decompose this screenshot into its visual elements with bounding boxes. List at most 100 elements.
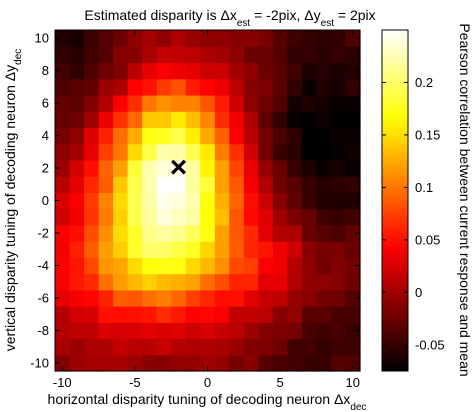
heatmap-cell [142, 306, 158, 323]
heatmap-cell [229, 30, 245, 47]
heatmap-cell [316, 241, 332, 258]
heatmap-cell [156, 111, 172, 129]
heatmap-cell [171, 306, 187, 323]
heatmap-cell [142, 289, 158, 307]
heatmap-cell [185, 192, 201, 210]
heatmap-cell [287, 257, 303, 275]
heatmap-cell [330, 354, 347, 372]
heatmap-cell [243, 111, 259, 129]
heatmap-cell [185, 78, 201, 96]
heatmap-cell [84, 306, 100, 323]
y-tick-label: -2 [37, 225, 49, 240]
heatmap-cell [55, 241, 71, 258]
heatmap-cell [214, 208, 230, 226]
heatmap-cell [55, 354, 71, 372]
heatmap-cell [214, 273, 230, 291]
heatmap-cell [55, 322, 71, 340]
heatmap-cell [316, 338, 332, 356]
heatmap-cell [287, 273, 303, 291]
heatmap-cell [258, 192, 274, 210]
heatmap-cell [301, 241, 318, 258]
heatmap-cells: × [55, 30, 361, 372]
heatmap-cell [156, 208, 172, 226]
heatmap-cell [156, 127, 172, 145]
heatmap-cell [55, 111, 71, 129]
heatmap-cell [345, 159, 361, 177]
heatmap-cell [98, 62, 114, 80]
heatmap-cell [200, 62, 216, 80]
heatmap-cell [185, 30, 201, 47]
heatmap-cell [287, 78, 303, 96]
heatmap-cell [229, 273, 245, 291]
heatmap-cell [272, 208, 288, 226]
heatmap-cell [185, 322, 201, 340]
heatmap-cell [330, 127, 347, 145]
heatmap-cell [316, 78, 332, 96]
heatmap-cell [142, 257, 158, 275]
heatmap-cell [98, 127, 114, 145]
heatmap-cell [345, 224, 361, 242]
heatmap-cell [316, 322, 332, 340]
heatmap-cell [229, 208, 245, 226]
heatmap-cell [84, 111, 100, 129]
heatmap-cell [272, 159, 288, 177]
heatmap-cell [214, 241, 230, 258]
heatmap-cell [156, 30, 172, 47]
heatmap-cell [272, 46, 288, 64]
heatmap-cell [156, 62, 172, 80]
heatmap-cell [69, 127, 85, 145]
heatmap-cell [345, 273, 361, 291]
heatmap-cell [229, 78, 245, 96]
heatmap-cell [142, 338, 158, 356]
heatmap-cell [301, 30, 318, 47]
heatmap-cell [214, 224, 230, 242]
heatmap-cell [113, 306, 129, 323]
heatmap-cell [301, 354, 318, 372]
heatmap-cell [113, 111, 129, 129]
heatmap-cell [171, 30, 187, 47]
colorbar [381, 29, 409, 372]
heatmap-cell [156, 46, 172, 64]
heatmap-cell [330, 78, 347, 96]
y-tick-label: -4 [37, 258, 49, 273]
heatmap-cell [301, 78, 318, 96]
heatmap-cell [98, 46, 114, 64]
heatmap-cell [84, 94, 100, 112]
heatmap-cell [316, 306, 332, 323]
heatmap-cell [113, 322, 129, 340]
heatmap-cell [345, 30, 361, 47]
heatmap-cell [316, 289, 332, 307]
heatmap-cell [171, 143, 187, 161]
heatmap-cell [330, 30, 347, 47]
heatmap-cell [113, 127, 129, 145]
heatmap-cell [200, 46, 216, 64]
y-tick-label: 4 [42, 128, 49, 143]
heatmap-cell [84, 241, 100, 258]
heatmap-cell [229, 306, 245, 323]
heatmap-cell [214, 62, 230, 80]
heatmap-cell [301, 224, 318, 242]
heatmap-cell [156, 306, 172, 323]
heatmap-cell [316, 127, 332, 145]
heatmap-cell [127, 241, 143, 258]
colorbar-ticks: -0.05 0 0.05 0.1 0.15 0.2 [382, 75, 445, 352]
heatmap-cell [287, 143, 303, 161]
heatmap-cell [171, 208, 187, 226]
heatmap-cell [69, 78, 85, 96]
heatmap-cell [345, 257, 361, 275]
heatmap-cell [229, 289, 245, 307]
heatmap-cell [258, 111, 274, 129]
heatmap-cell [345, 354, 361, 372]
heatmap-cell [301, 111, 318, 129]
heatmap-cell [287, 111, 303, 129]
heatmap-cell [142, 78, 158, 96]
heatmap-cell [330, 289, 347, 307]
heatmap-cell [69, 257, 85, 275]
heatmap-cell [185, 127, 201, 145]
heatmap-cell [316, 111, 332, 129]
heatmap-cell [171, 62, 187, 80]
heatmap-cell [287, 354, 303, 372]
heatmap-cell [84, 289, 100, 307]
estimate-marker: × [170, 151, 188, 184]
